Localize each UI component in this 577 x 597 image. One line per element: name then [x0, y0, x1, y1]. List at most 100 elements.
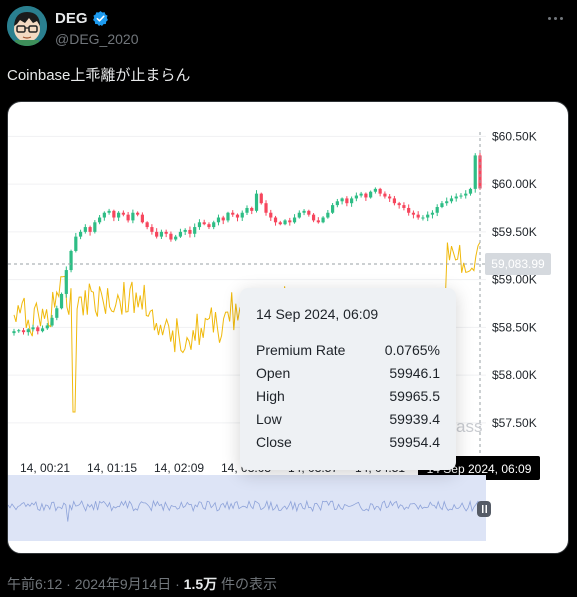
candle-body — [426, 214, 430, 218]
candle-body — [64, 270, 68, 294]
candle-body — [392, 198, 397, 204]
handle[interactable]: @DEG_2020 — [55, 31, 139, 47]
tooltip-row-open: Open 59946.1 — [256, 365, 440, 381]
candle-body — [345, 198, 349, 204]
candle-body — [178, 231, 183, 237]
tooltip-label: Close — [256, 434, 292, 450]
candle-body — [449, 198, 454, 202]
candle-body — [468, 188, 473, 194]
candle-body — [231, 212, 235, 215]
views-label: 件の表示 — [217, 576, 278, 592]
candle-body — [297, 212, 301, 218]
candle-body — [307, 210, 311, 215]
candle-body — [445, 201, 449, 204]
candle-body — [155, 231, 159, 237]
tweet-date[interactable]: 2024年9月14日 — [74, 576, 172, 592]
views-count: 1.5万 — [183, 576, 218, 592]
candle-body — [164, 231, 168, 234]
tooltip-value: 59954.4 — [389, 434, 440, 450]
candle-body — [240, 212, 244, 218]
candle-body — [364, 193, 368, 198]
candle-body — [45, 325, 49, 329]
candle-body — [126, 214, 130, 221]
candle-body — [26, 329, 30, 333]
candle-body — [421, 217, 425, 219]
candle-body — [464, 193, 468, 196]
candle-body — [283, 220, 287, 225]
tooltip-value: 0.0765% — [384, 342, 440, 358]
name-row: DEG — [55, 10, 109, 27]
y-axis-tick-label: $60.00K — [492, 177, 537, 191]
candle-body — [97, 217, 102, 223]
candle-body — [136, 212, 140, 215]
candle-body — [302, 210, 306, 213]
candle-body — [388, 196, 392, 199]
candle-body — [254, 193, 259, 211]
candle-body — [292, 217, 297, 223]
candle-body — [440, 203, 444, 208]
candle-body — [350, 198, 354, 204]
candle-body — [250, 207, 254, 211]
candle-body — [478, 155, 482, 189]
avatar[interactable] — [7, 6, 47, 46]
candle-body — [193, 227, 197, 234]
tweet-time[interactable]: 午前6:12 — [7, 576, 63, 592]
more-options-button[interactable] — [543, 8, 567, 28]
meta-separator: · — [171, 576, 184, 592]
candle-body — [145, 222, 149, 228]
y-axis-tick-label: $60.50K — [492, 129, 537, 143]
candle-body — [383, 193, 387, 197]
candle-body — [316, 220, 320, 223]
candle-body — [321, 217, 325, 223]
candle-body — [245, 207, 249, 213]
tooltip-row-low: Low 59939.4 — [256, 411, 440, 427]
y-axis: $60.50K $60.00K $59.50K $59.00K $58.50K $58.0… — [492, 129, 537, 430]
tooltip-value: 59946.1 — [389, 365, 440, 381]
candle-body — [269, 212, 273, 218]
candle-body — [326, 212, 330, 218]
meta-separator: · — [62, 576, 75, 592]
candle-body — [473, 155, 477, 189]
candle-body — [335, 201, 339, 206]
x-axis-tick-label: 14, 02:09 — [154, 461, 204, 475]
navigator-handle[interactable] — [477, 501, 491, 517]
candle-body — [69, 250, 73, 271]
avatar-cartoon-glasses-icon — [7, 6, 47, 46]
candle-body — [159, 231, 164, 237]
candle-body — [140, 214, 144, 223]
y-axis-tick-label: $58.00K — [492, 368, 537, 382]
candle-body — [378, 188, 382, 194]
tooltip-title: 14 Sep 2024, 06:09 — [256, 306, 379, 322]
verified-badge-icon — [92, 11, 108, 27]
candle-body — [131, 212, 135, 221]
display-name[interactable]: DEG — [55, 10, 88, 27]
candle-body — [288, 220, 292, 223]
candle-body — [397, 203, 401, 206]
candle-body — [402, 205, 406, 208]
tooltip-label: Low — [256, 411, 282, 427]
candle-body — [259, 193, 263, 204]
candle-body — [212, 222, 216, 228]
tweet-media-image[interactable]: $60.50K $60.00K $59.50K $59.00K $58.50K $58.0… — [7, 101, 569, 554]
y-axis-tick-label: $59.50K — [492, 225, 537, 239]
y-axis-tick-label: $59.00K — [492, 273, 537, 287]
tweet-meta: 午前6:12 · 2024年9月14日 · 1.5万 件の表示 — [7, 574, 277, 594]
candle-body — [273, 217, 278, 223]
chart-tooltip: 14 Sep 2024, 06:09 Premium Rate 0.0765% … — [240, 288, 456, 470]
candle-body — [202, 222, 206, 225]
candle-body — [74, 236, 78, 251]
candle-body — [459, 195, 463, 197]
pause-bars-icon — [482, 505, 487, 513]
candle-body — [411, 212, 416, 215]
tooltip-row-premium: Premium Rate 0.0765% — [256, 342, 440, 358]
candle-body — [107, 210, 111, 213]
candle-body — [407, 207, 411, 213]
candle-body — [112, 210, 116, 218]
candle-body — [311, 214, 316, 221]
candle-body — [330, 205, 335, 213]
tooltip-label: Open — [256, 365, 291, 381]
candle-body — [150, 227, 154, 232]
tooltip-label: High — [256, 388, 285, 404]
tooltip-value: 59965.5 — [389, 388, 440, 404]
more-dot-icon — [547, 16, 551, 20]
